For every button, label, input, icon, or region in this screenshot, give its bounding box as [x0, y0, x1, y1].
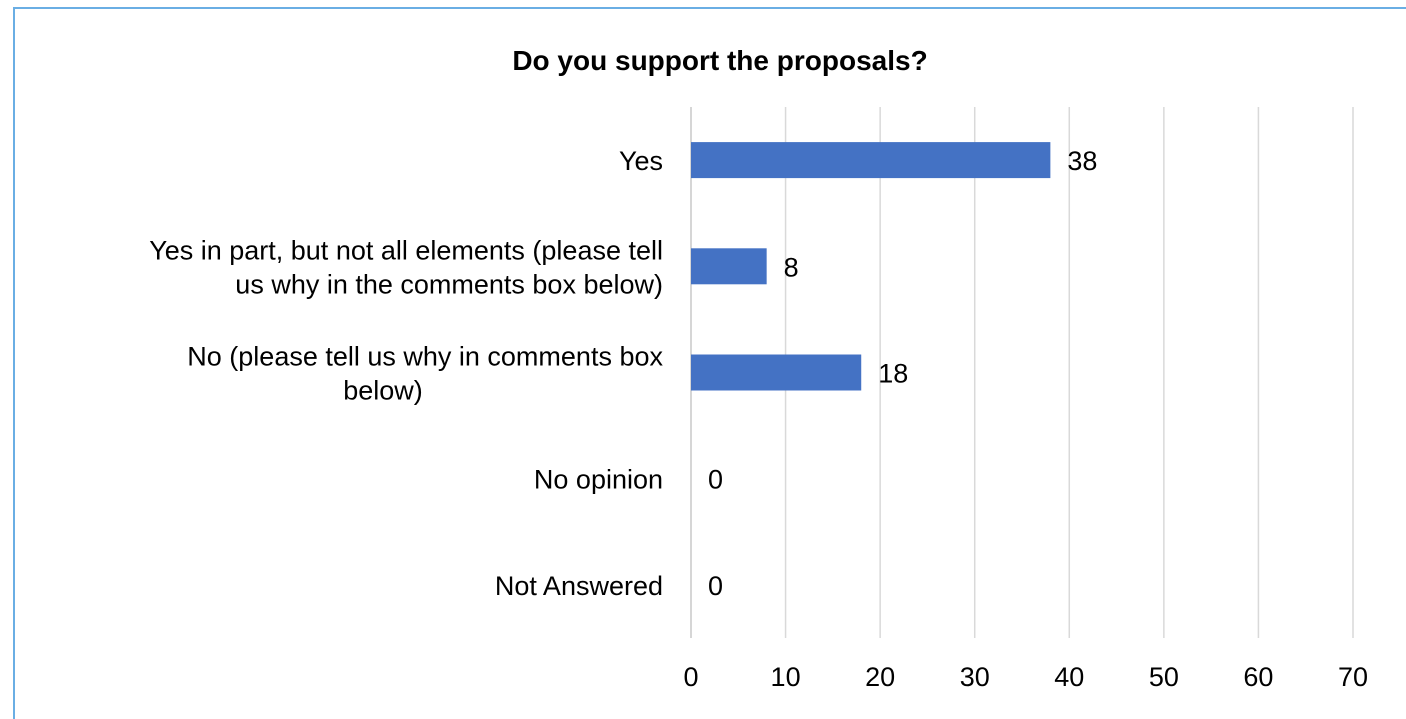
x-tick-label: 20: [865, 662, 895, 692]
category-label: Yes: [619, 146, 663, 176]
data-label: 18: [878, 359, 908, 389]
x-tick-label: 10: [771, 662, 801, 692]
bars: [691, 142, 1051, 391]
x-tick-label: 0: [683, 662, 698, 692]
chart-title: Do you support the proposals?: [512, 45, 928, 76]
bar: [691, 354, 862, 391]
bar: [691, 142, 1051, 179]
category-label: us why in the comments box below): [235, 269, 663, 299]
data-labels: 38 8 18 0 0: [708, 146, 1097, 601]
grid-lines: [690, 107, 1354, 638]
category-label: Yes in part, but not all elements (pleas…: [149, 235, 663, 265]
data-label: 8: [784, 252, 799, 282]
x-tick-label: 40: [1054, 662, 1084, 692]
x-tick-label: 30: [960, 662, 990, 692]
bar: [691, 248, 767, 285]
data-label: 0: [708, 571, 723, 601]
category-label: below): [343, 376, 423, 406]
x-tick-label: 50: [1149, 662, 1179, 692]
data-label: 0: [708, 465, 723, 495]
category-labels: Yes Yes in part, but not all elements (pl…: [149, 146, 663, 601]
data-label: 38: [1067, 146, 1097, 176]
category-label: No (please tell us why in comments box: [187, 342, 663, 372]
category-label: Not Answered: [495, 571, 663, 601]
x-tick-labels: 0 10 20 30 40 50 60 70: [683, 662, 1368, 692]
x-tick-label: 60: [1243, 662, 1273, 692]
x-tick-label: 70: [1338, 662, 1368, 692]
category-label: No opinion: [534, 465, 663, 495]
